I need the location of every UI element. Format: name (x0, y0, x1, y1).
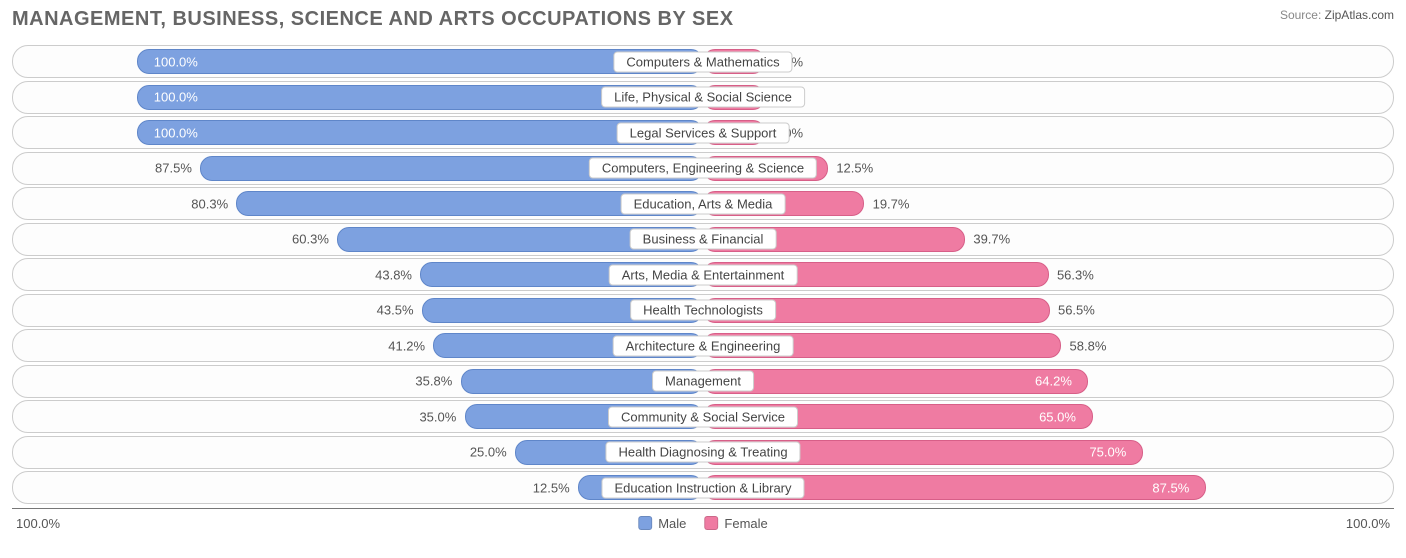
pct-male-label: 100.0% (154, 90, 198, 105)
legend-male-swatch (638, 516, 652, 530)
pct-male-label: 60.3% (292, 232, 329, 247)
category-label: Legal Services & Support (617, 122, 790, 143)
legend-male-label: Male (658, 516, 686, 531)
legend-male: Male (638, 516, 686, 531)
table-row: 80.3% 19.7% Education, Arts & Media (12, 187, 1394, 220)
legend: Male Female (638, 516, 768, 531)
pct-female-label: 87.5% (1152, 480, 1189, 495)
chart-footer: 100.0% Male Female 100.0% (12, 509, 1394, 537)
table-row: 87.5% 12.5% Computers, Engineering & Scien… (12, 152, 1394, 185)
pct-female-label: 39.7% (973, 232, 1010, 247)
pct-male-label: 25.0% (470, 445, 507, 460)
pct-male-label: 12.5% (533, 480, 570, 495)
legend-female-swatch (704, 516, 718, 530)
pct-male-label: 100.0% (154, 54, 198, 69)
chart-source: Source: ZipAtlas.com (1280, 8, 1394, 22)
pct-male-label: 100.0% (154, 125, 198, 140)
axis-label-left: 100.0% (16, 516, 60, 531)
category-label: Architecture & Engineering (613, 335, 794, 356)
category-label: Arts, Media & Entertainment (609, 264, 798, 285)
table-row: 100.0%0.0%Life, Physical & Social Scienc… (12, 81, 1394, 114)
pct-male-label: 35.8% (415, 374, 452, 389)
category-label: Health Diagnosing & Treating (605, 442, 800, 463)
chart-area: 100.0%0.0%Computers & Mathematics100.0%0… (12, 41, 1394, 509)
category-label: Management (652, 371, 754, 392)
category-label: Education, Arts & Media (621, 193, 786, 214)
category-label: Community & Social Service (608, 406, 798, 427)
table-row: 25.0% 75.0% Health Diagnosing & Treating (12, 436, 1394, 469)
source-value: ZipAtlas.com (1325, 8, 1394, 22)
table-row: 100.0%0.0%Legal Services & Support (12, 116, 1394, 149)
table-row: 43.5% 56.5% Health Technologists (12, 294, 1394, 327)
category-label: Life, Physical & Social Science (601, 87, 805, 108)
table-row: 41.2% 58.8% Architecture & Engineering (12, 329, 1394, 362)
category-label: Health Technologists (630, 300, 776, 321)
pct-female-label: 58.8% (1070, 338, 1107, 353)
category-label: Computers, Engineering & Science (589, 158, 817, 179)
table-row: 60.3% 39.7% Business & Financial (12, 223, 1394, 256)
legend-female-label: Female (724, 516, 767, 531)
category-label: Education Instruction & Library (601, 477, 804, 498)
pct-female-label: 65.0% (1039, 409, 1076, 424)
source-label: Source: (1280, 8, 1321, 22)
pct-female-label: 75.0% (1089, 445, 1126, 460)
chart-title: MANAGEMENT, BUSINESS, SCIENCE AND ARTS O… (12, 8, 734, 31)
pct-male-label: 43.5% (377, 303, 414, 318)
pct-male-label: 43.8% (375, 267, 412, 282)
chart-header: MANAGEMENT, BUSINESS, SCIENCE AND ARTS O… (12, 8, 1394, 31)
legend-female: Female (704, 516, 767, 531)
pct-female-label: 56.5% (1058, 303, 1095, 318)
pct-female-label: 56.3% (1057, 267, 1094, 282)
table-row: 35.8% 64.2% Management (12, 365, 1394, 398)
pct-male-label: 80.3% (191, 196, 228, 211)
bar-female (703, 369, 1088, 394)
pct-male-label: 35.0% (419, 409, 456, 424)
pct-male-label: 87.5% (155, 161, 192, 176)
table-row: 100.0%0.0%Computers & Mathematics (12, 45, 1394, 78)
table-row: 12.5% 87.5% Education Instruction & Librar… (12, 471, 1394, 504)
category-label: Computers & Mathematics (613, 51, 792, 72)
axis-label-right: 100.0% (1346, 516, 1390, 531)
category-label: Business & Financial (630, 229, 777, 250)
table-row: 43.8% 56.3% Arts, Media & Entertainment (12, 258, 1394, 291)
pct-female-label: 12.5% (836, 161, 873, 176)
pct-female-label: 64.2% (1035, 374, 1072, 389)
pct-male-label: 41.2% (388, 338, 425, 353)
table-row: 35.0% 65.0% Community & Social Service (12, 400, 1394, 433)
pct-female-label: 19.7% (873, 196, 910, 211)
